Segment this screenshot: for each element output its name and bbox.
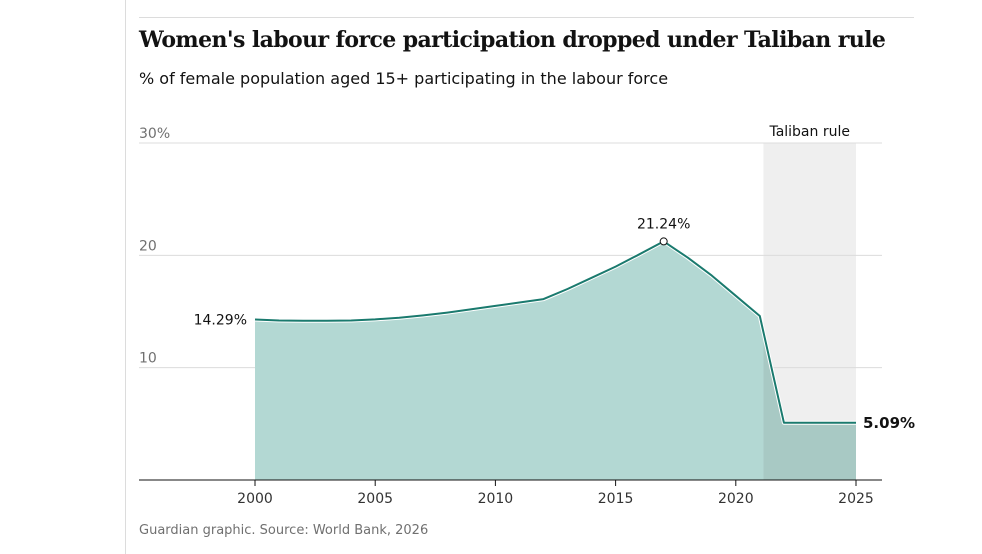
- area-group: [254, 239, 856, 480]
- y-tick-label: 20: [139, 238, 157, 254]
- series-line: [254, 240, 856, 424]
- x-tick-label: 2015: [598, 491, 634, 507]
- top-border: [139, 17, 914, 18]
- x-tick-label: 2025: [838, 491, 874, 507]
- series-area: [255, 241, 856, 480]
- peak-marker: [659, 237, 668, 246]
- annotation-end-value: 5.09%: [863, 414, 915, 432]
- x-tick-label: 2005: [357, 491, 393, 507]
- x-tick-label: 2010: [478, 491, 514, 507]
- source-note: Guardian graphic. Source: World Bank, 20…: [139, 523, 429, 538]
- y-tick-label: 30%: [139, 126, 170, 142]
- axis-group: 2000 2005 2010 2015 2020 2025: [139, 479, 882, 507]
- chart-subtitle: % of female population aged 15+ particip…: [139, 69, 669, 88]
- shaded-region-label: Taliban rule: [768, 124, 850, 140]
- x-tick-label: 2020: [718, 491, 754, 507]
- series-area-shaded: [763, 332, 856, 480]
- labels-group: 14.29% 21.24% 5.09%: [194, 216, 915, 431]
- chart-title: Women's labour force participation dropp…: [139, 27, 886, 53]
- annotation-peak-value: 21.24%: [637, 216, 690, 232]
- y-tick-label: 10: [139, 351, 157, 367]
- annotation-start-value: 14.29%: [194, 312, 247, 328]
- x-tick-label: 2000: [237, 491, 273, 507]
- left-border: [125, 0, 126, 554]
